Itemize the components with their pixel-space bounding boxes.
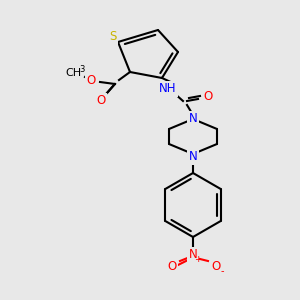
Text: N: N [189,112,197,125]
Text: 3: 3 [79,65,85,74]
Text: O: O [167,260,177,272]
Text: NH: NH [159,82,177,95]
Text: S: S [109,31,117,44]
Text: CH: CH [65,68,81,78]
Text: N: N [189,248,197,262]
Text: O: O [96,94,106,107]
Text: +: + [194,256,202,265]
Text: -: - [220,266,224,276]
Text: O: O [86,74,96,88]
Text: O: O [203,89,213,103]
Text: O: O [212,260,220,272]
Text: N: N [189,151,197,164]
